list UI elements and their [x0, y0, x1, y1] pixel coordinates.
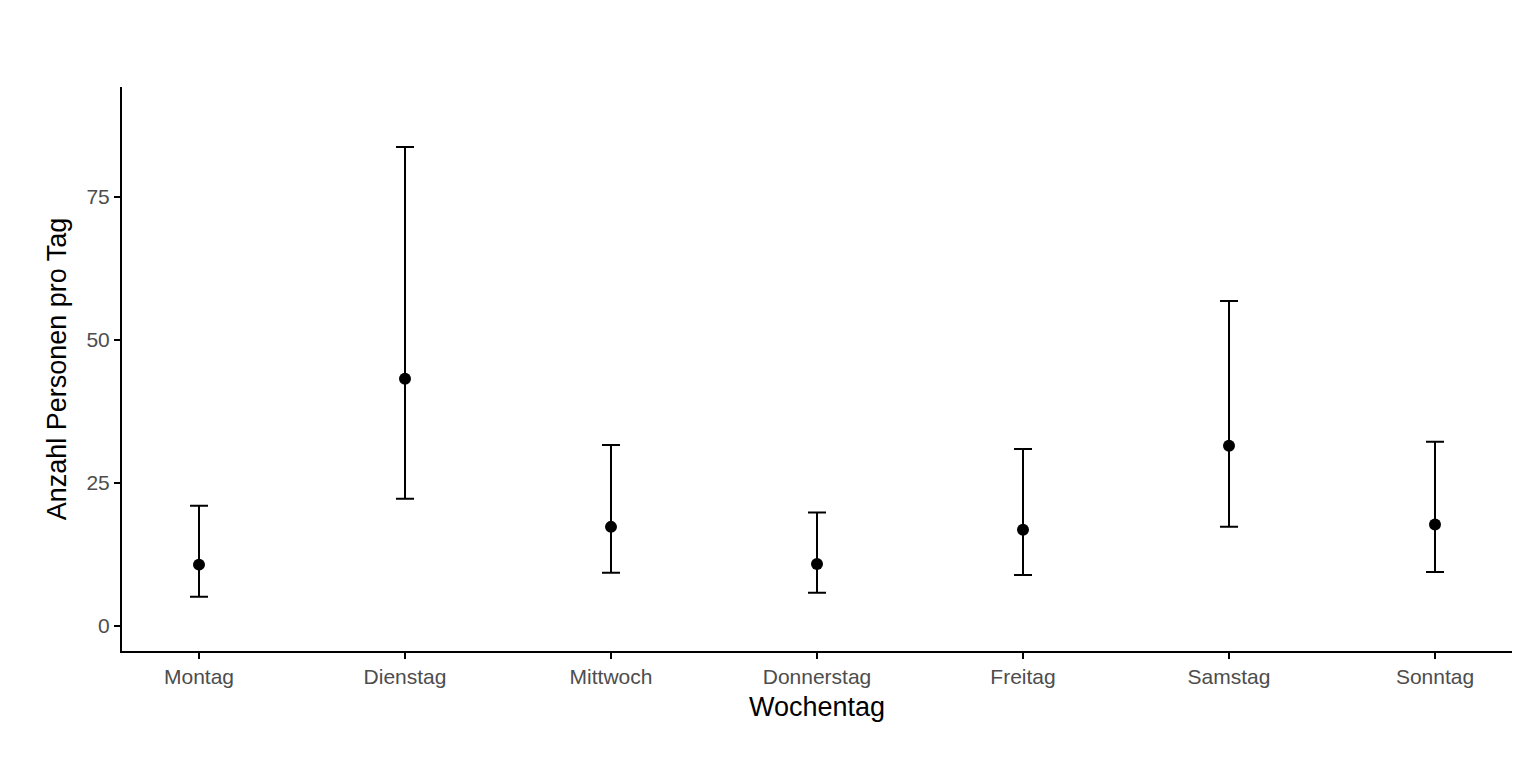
svg-text:Anzahl Personen pro Tag: Anzahl Personen pro Tag — [42, 218, 72, 521]
svg-text:Mittwoch: Mittwoch — [570, 665, 653, 688]
svg-text:50: 50 — [86, 328, 109, 351]
svg-text:Dienstag: Dienstag — [364, 665, 447, 688]
svg-text:25: 25 — [86, 471, 109, 494]
svg-text:Wochentag: Wochentag — [749, 692, 885, 722]
svg-text:Samstag: Samstag — [1188, 665, 1271, 688]
svg-text:75: 75 — [86, 185, 109, 208]
svg-text:Freitag: Freitag — [990, 665, 1055, 688]
svg-text:0: 0 — [98, 614, 110, 637]
svg-text:Sonntag: Sonntag — [1396, 665, 1474, 688]
svg-text:Montag: Montag — [164, 665, 234, 688]
svg-text:Donnerstag: Donnerstag — [763, 665, 872, 688]
